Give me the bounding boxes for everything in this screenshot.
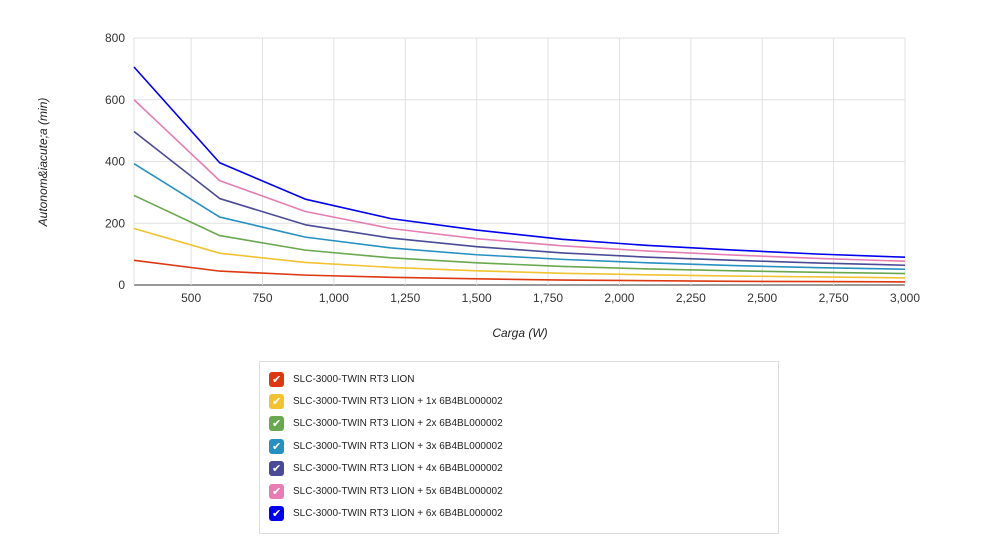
x-axis-title: Carga (W) <box>492 326 547 340</box>
legend-label: SLC-3000-TWIN RT3 LION + 4x 6B4BL000002 <box>293 463 503 475</box>
x-tick-label: 1,750 <box>533 291 563 305</box>
y-tick-label: 600 <box>105 93 125 107</box>
series-line-3[interactable] <box>133 194 906 275</box>
legend-label: SLC-3000-TWIN RT3 LION + 2x 6B4BL000002 <box>293 418 503 430</box>
legend-checkbox[interactable]: ✔ <box>269 483 284 499</box>
legend-label: SLC-3000-TWIN RT3 LION + 5x 6B4BL000002 <box>293 485 503 497</box>
x-tick-label: 500 <box>181 291 201 305</box>
checkmark-icon: ✔ <box>272 462 282 476</box>
x-tick-label: 1,250 <box>390 291 420 305</box>
legend-item-6[interactable]: ✔ SLC-3000-TWIN RT3 LION + 5x 6B4BL000002 <box>269 482 503 500</box>
legend-item-1[interactable]: ✔ SLC-3000-TWIN RT3 LION <box>269 370 415 388</box>
series-line-6[interactable] <box>133 99 906 263</box>
series-line-7[interactable] <box>133 66 906 259</box>
y-tick-label: 400 <box>105 155 125 169</box>
x-tick-label: 750 <box>252 291 272 305</box>
legend-item-4[interactable]: ✔ SLC-3000-TWIN RT3 LION + 3x 6B4BL000002 <box>269 437 503 455</box>
series-lines <box>133 66 906 283</box>
legend-checkbox[interactable]: ✔ <box>269 371 284 387</box>
series-line-5[interactable] <box>133 130 906 267</box>
series-line-1[interactable] <box>133 259 906 283</box>
legend-item-7[interactable]: ✔ SLC-3000-TWIN RT3 LION + 6x 6B4BL000002 <box>269 504 503 522</box>
y-tick-label: 200 <box>105 216 125 230</box>
legend-label: SLC-3000-TWIN RT3 LION + 6x 6B4BL000002 <box>293 507 503 519</box>
legend-item-3[interactable]: ✔ SLC-3000-TWIN RT3 LION + 2x 6B4BL000002 <box>269 415 503 433</box>
checkmark-icon: ✔ <box>272 506 282 520</box>
y-tick-label: 800 <box>105 31 125 45</box>
legend-label: SLC-3000-TWIN RT3 LION + 1x 6B4BL000002 <box>293 395 503 407</box>
y-axis-title: Autonom&iacute;a (min) <box>36 98 50 228</box>
legend-checkbox[interactable]: ✔ <box>269 505 284 521</box>
chart-legend: ✔ SLC-3000-TWIN RT3 LION ✔ SLC-3000-TWIN RT… <box>259 361 779 534</box>
legend-item-5[interactable]: ✔ SLC-3000-TWIN RT3 LION + 4x 6B4BL000002 <box>269 460 503 478</box>
checkmark-icon: ✔ <box>272 439 282 453</box>
checkmark-icon: ✔ <box>272 417 282 431</box>
x-tick-label: 1,500 <box>462 291 492 305</box>
legend-item-2[interactable]: ✔ SLC-3000-TWIN RT3 LION + 1x 6B4BL000002 <box>269 392 503 410</box>
x-tick-label: 2,000 <box>604 291 634 305</box>
series-line-2[interactable] <box>133 227 906 279</box>
x-tick-label: 2,500 <box>747 291 777 305</box>
checkmark-icon: ✔ <box>272 372 282 386</box>
legend-checkbox[interactable]: ✔ <box>269 438 284 454</box>
x-tick-label: 1,000 <box>319 291 349 305</box>
y-tick-label: 0 <box>118 278 125 292</box>
checkmark-icon: ✔ <box>272 484 282 498</box>
legend-checkbox[interactable]: ✔ <box>269 416 284 432</box>
series-line-4[interactable] <box>133 162 906 271</box>
checkmark-icon: ✔ <box>272 394 282 408</box>
legend-checkbox[interactable]: ✔ <box>269 393 284 409</box>
x-tick-label: 2,750 <box>819 291 849 305</box>
x-axis-ticks: 500 750 1,000 1,250 1,500 1,750 2,000 2,250 2,50… <box>181 291 920 305</box>
legend-label: SLC-3000-TWIN RT3 LION <box>293 373 415 385</box>
grid-lines <box>133 37 906 286</box>
legend-checkbox[interactable]: ✔ <box>269 461 284 477</box>
legend-label: SLC-3000-TWIN RT3 LION + 3x 6B4BL000002 <box>293 440 503 452</box>
y-axis-ticks: 0 200 400 600 800 <box>105 31 125 292</box>
x-tick-label: 3,000 <box>890 291 920 305</box>
x-tick-label: 2,250 <box>676 291 706 305</box>
